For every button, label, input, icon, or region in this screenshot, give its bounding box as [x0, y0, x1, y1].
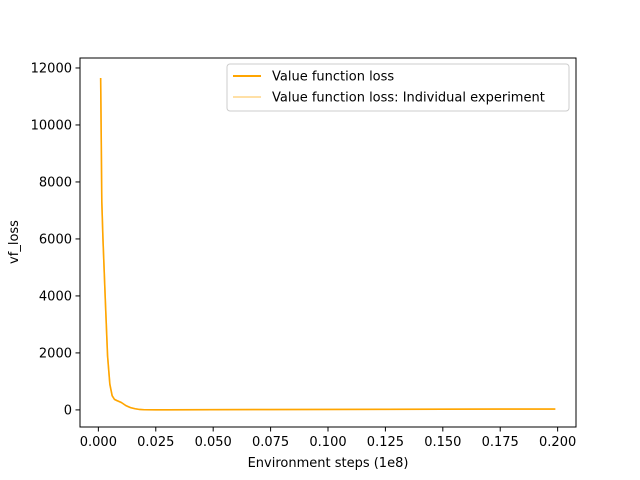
- y-tick-label: 12000: [31, 61, 72, 76]
- x-tick-label: 0.025: [137, 435, 174, 450]
- legend-label-individual-experiment: Value function loss: Individual experime…: [272, 91, 545, 106]
- legend: Value function loss Value function loss:…: [226, 63, 570, 112]
- series-line-individual-experiment: [99, 77, 556, 411]
- x-tick-label: 0.050: [195, 435, 232, 450]
- y-tick-label: 0: [64, 403, 72, 418]
- y-axis-ticks: 0 2000 4000 6000 8000 10000 12000: [31, 61, 80, 418]
- x-axis-label: Environment steps (1e8): [248, 456, 409, 471]
- series-line-value-function-loss: [99, 77, 556, 411]
- y-tick-label: 6000: [39, 232, 72, 247]
- y-tick-label: 8000: [39, 175, 72, 190]
- legend-box: [226, 63, 570, 112]
- x-tick-label: 0.150: [424, 435, 461, 450]
- x-tick-label: 0.125: [367, 435, 404, 450]
- x-tick-label: 0.000: [80, 435, 117, 450]
- x-tick-label: 0.175: [482, 435, 519, 450]
- x-tick-label: 0.075: [252, 435, 289, 450]
- axes-frame: [79, 57, 577, 428]
- y-axis-label: vf_loss: [7, 220, 22, 264]
- x-axis-ticks: 0.000 0.025 0.050 0.075 0.100 0.125 0.150 0.175…: [80, 427, 576, 450]
- y-tick-label: 10000: [31, 118, 72, 133]
- x-tick-label: 0.100: [309, 435, 346, 450]
- plot-series: [99, 77, 556, 411]
- y-tick-label: 4000: [39, 289, 72, 304]
- y-tick-label: 2000: [39, 346, 72, 361]
- legend-label-value-function-loss: Value function loss: [272, 70, 394, 85]
- x-tick-label: 0.200: [539, 435, 576, 450]
